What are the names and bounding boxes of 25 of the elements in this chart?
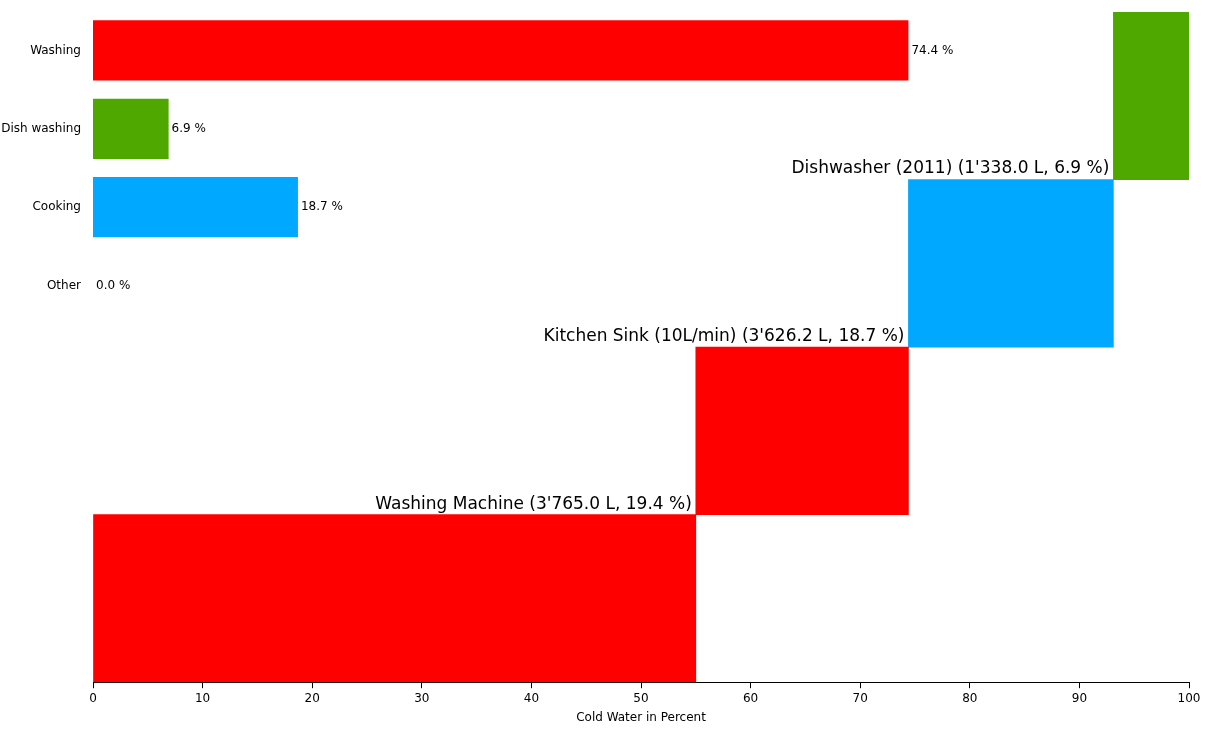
x-tick-label: 10 xyxy=(194,690,211,705)
data-label: Kitchen Sink (10L/min) (3'626.2 L, 18.7 %) xyxy=(543,325,905,346)
x-tick-label: 30 xyxy=(414,690,430,705)
data-label: 18.7 % xyxy=(300,199,343,214)
data-label: Dishwasher (2011) (1'338.0 L, 6.9 %) xyxy=(791,157,1110,178)
y-tick-label: Other xyxy=(46,277,82,292)
data-label: 0.0 % xyxy=(96,277,131,292)
data-label: 6.9 % xyxy=(171,120,206,135)
x-tick-label: 60 xyxy=(742,690,759,705)
data-label: Washing Machine (3'765.0 L, 19.4 %) xyxy=(375,492,692,513)
x-tick-label: 0 xyxy=(89,690,97,705)
bar xyxy=(1113,12,1189,180)
x-tick-label: 70 xyxy=(852,690,868,705)
y-tick-label: Dish washing xyxy=(1,120,81,135)
x-tick-label: 90 xyxy=(1071,690,1088,705)
y-tick-label: Washing xyxy=(30,42,81,57)
data-label: 74.4 % xyxy=(911,42,954,57)
x-tick-label: 20 xyxy=(304,690,320,705)
bar xyxy=(908,179,1114,348)
y-tick-label: Cooking xyxy=(32,199,81,214)
x-tick-label: 40 xyxy=(523,690,540,705)
x-tick-label: 100 xyxy=(1177,690,1201,705)
x-tick-label: 80 xyxy=(962,690,978,705)
x-axis-title: Cold Water in Percent xyxy=(576,709,707,724)
x-tick-label: 50 xyxy=(633,690,649,705)
